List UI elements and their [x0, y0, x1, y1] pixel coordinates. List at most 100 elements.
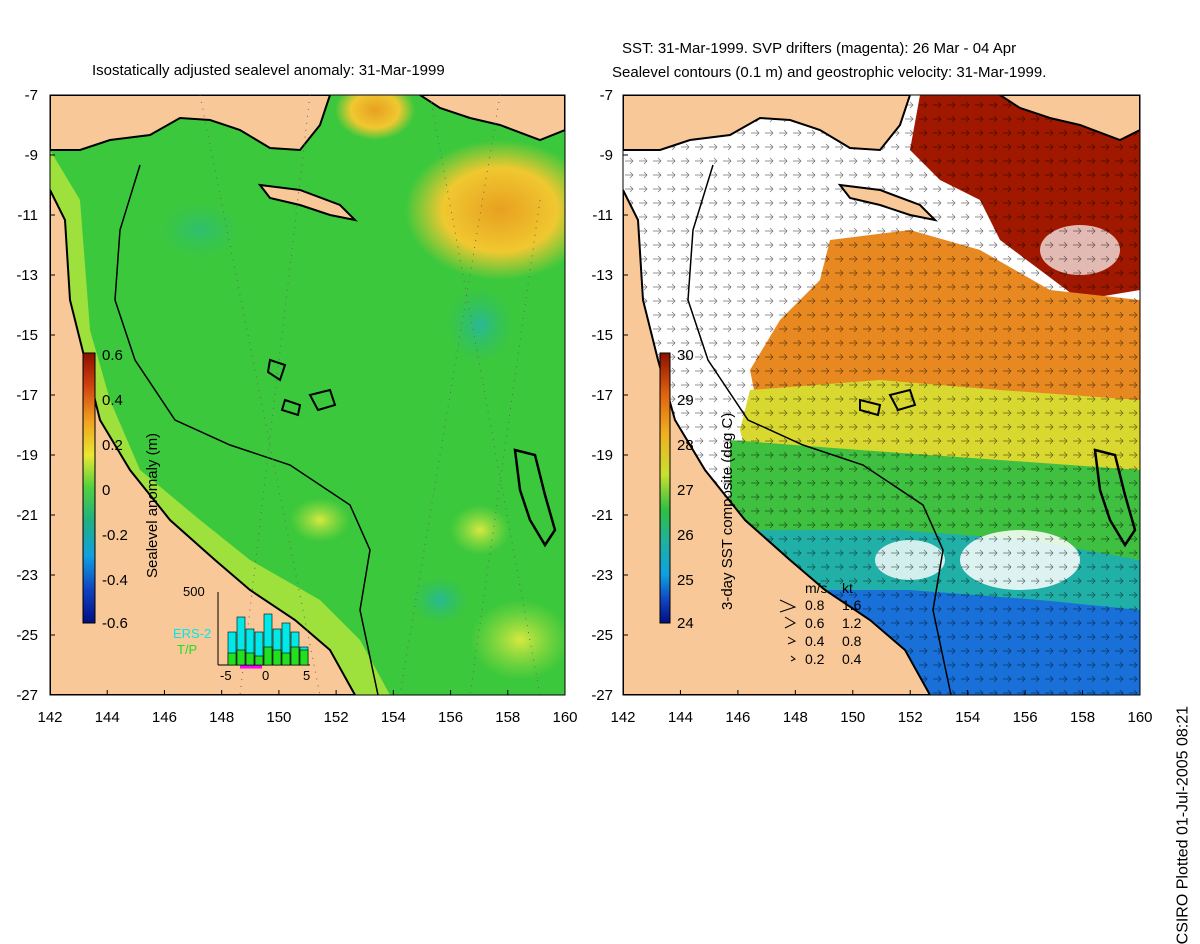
land-island-north	[418, 95, 565, 142]
histogram-bar-tp	[272, 649, 282, 666]
y-tick-label: -23	[16, 567, 38, 584]
velocity-legend: m/s kt 0.8 1.6 0.6 1.2 0.4 0.8 0.2 0.4	[779, 580, 862, 667]
svg-text:0.8: 0.8	[842, 633, 862, 649]
right-x-axis: 142 144 146 148 150 152 154 156 158 160	[610, 690, 1153, 726]
x-tick-label: 148	[783, 709, 808, 726]
x-tick-label: 160	[552, 709, 577, 726]
x-tick-label: 160	[1127, 709, 1152, 726]
x-tick-label: 156	[438, 709, 463, 726]
y-tick-label: -17	[16, 387, 38, 404]
y-tick-label: -9	[25, 147, 38, 164]
x-tick-label: 152	[324, 709, 349, 726]
legend-tp: T/P	[177, 642, 197, 657]
x-tick-label: 150	[840, 709, 865, 726]
x-tick-label: 154	[381, 709, 406, 726]
sealevel-colorbar-ticks: 0.6 0.4 0.2 0 -0.2 -0.4 -0.6	[102, 347, 128, 632]
svg-text:0.8: 0.8	[805, 597, 825, 613]
land-png	[623, 95, 912, 152]
land-australia	[50, 189, 357, 695]
histogram-bar-tp	[299, 649, 309, 666]
x-tick-label: 142	[37, 709, 62, 726]
y-tick-label: -9	[600, 147, 613, 164]
land-australia	[623, 189, 932, 695]
colorbar-tick: 24	[677, 615, 694, 632]
track-histogram: 500 -5 0 5 ERS-2 T/P	[173, 584, 310, 683]
y-tick-label: -25	[591, 627, 613, 644]
colorbar-tick: 28	[677, 437, 694, 454]
y-tick-label: -13	[16, 267, 38, 284]
histogram-xtick: 0	[262, 668, 269, 683]
svg-text:0.4: 0.4	[842, 651, 862, 667]
land-png	[50, 95, 332, 152]
left-x-axis: 142 144 146 148 150 152 154 156 158 160	[37, 690, 578, 726]
x-tick-label: 146	[725, 709, 750, 726]
credit-text: CSIRO Plotted 01-Jul-2005 08:21	[1174, 706, 1191, 944]
x-tick-label: 144	[668, 709, 693, 726]
right-y-axis: -7 -9 -11 -13 -15 -17 -19 -21 -23 -25 -27	[591, 87, 628, 704]
x-tick-label: 152	[898, 709, 923, 726]
histogram-bar-tp	[236, 649, 246, 666]
x-tick-label: 156	[1013, 709, 1038, 726]
shelf-contour	[114, 164, 379, 695]
colorbar-tick: 0.2	[102, 437, 123, 454]
land-louisiade	[837, 183, 939, 222]
colorbar-tick: 0.4	[102, 392, 123, 409]
sealevel-colorbar	[82, 352, 96, 624]
left-y-axis: -7 -9 -11 -13 -15 -17 -19 -21 -23 -25 -27	[16, 87, 55, 704]
svg-text:0.6: 0.6	[805, 615, 825, 631]
colorbar-tick: 0.6	[102, 347, 123, 364]
reef-new-caledonia	[1093, 448, 1137, 548]
svg-text:1.2: 1.2	[842, 615, 862, 631]
sealevel-anomaly-map: 0.6 0.4 0.2 0 -0.2 -0.4 -0.6 Sealevel an…	[16, 87, 578, 726]
histogram-bar-tp	[245, 652, 255, 666]
histogram-ymax: 500	[183, 584, 205, 599]
x-tick-label: 154	[955, 709, 980, 726]
colorbar-tick: 30	[677, 347, 694, 364]
x-tick-label: 158	[495, 709, 520, 726]
y-tick-label: -7	[25, 87, 38, 104]
x-tick-label: 150	[266, 709, 291, 726]
histogram-xtick: 5	[303, 668, 310, 683]
y-tick-label: -27	[16, 687, 38, 704]
colorbar-tick: 29	[677, 392, 694, 409]
shelf-contour	[687, 164, 952, 695]
y-tick-label: -23	[591, 567, 613, 584]
y-tick-label: -21	[16, 507, 38, 524]
y-tick-label: -15	[16, 327, 38, 344]
velocity-legend-header-ms: m/s	[805, 580, 828, 596]
sst-colorbar-ticks: 30 29 28 27 26 25 24	[677, 347, 694, 632]
histogram-bar-tp	[263, 646, 273, 666]
histogram-bar-tp	[254, 655, 264, 666]
right-map-title-line1: SST: 31-Mar-1999. SVP drifters (magenta)…	[622, 40, 1017, 57]
x-tick-label: 148	[209, 709, 234, 726]
colorbar-tick: 0	[102, 482, 110, 499]
legend-ers2: ERS-2	[173, 626, 211, 641]
sealevel-colorbar-label: Sealevel anomaly (m)	[144, 433, 161, 578]
histogram-bar-tp	[227, 652, 237, 666]
colorbar-tick: -0.4	[102, 572, 128, 589]
y-tick-label: -19	[16, 447, 38, 464]
y-tick-label: -17	[591, 387, 613, 404]
reef-islands	[859, 388, 917, 417]
y-tick-label: -11	[592, 207, 613, 224]
right-map-title-line2: Sealevel contours (0.1 m) and geostrophi…	[612, 64, 1047, 81]
colorbar-tick: 25	[677, 572, 694, 589]
left-map-title: Isostatically adjusted sealevel anomaly:…	[92, 62, 445, 79]
sst-colorbar	[659, 352, 671, 624]
svg-text:1.6: 1.6	[842, 597, 862, 613]
histogram-xtick: -5	[220, 668, 232, 683]
y-tick-label: -25	[16, 627, 38, 644]
x-tick-label: 144	[95, 709, 120, 726]
histogram-bar-tp	[290, 646, 300, 666]
histogram-bar-tp	[281, 652, 291, 666]
x-tick-label: 158	[1070, 709, 1095, 726]
land-island-north	[998, 95, 1140, 142]
y-tick-label: -7	[600, 87, 613, 104]
y-tick-label: -15	[591, 327, 613, 344]
sst-colorbar-label: 3-day SST composite (deg C)	[719, 413, 736, 610]
colorbar-tick: -0.6	[102, 615, 128, 632]
y-tick-label: -27	[591, 687, 613, 704]
x-tick-label: 146	[152, 709, 177, 726]
x-tick-label: 142	[610, 709, 635, 726]
colorbar-tick: 27	[677, 482, 694, 499]
